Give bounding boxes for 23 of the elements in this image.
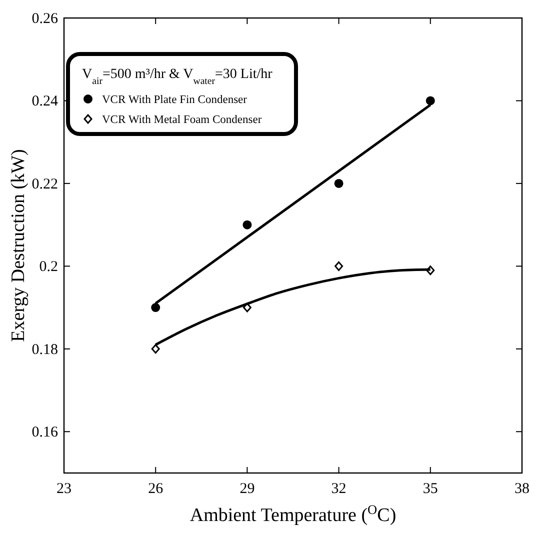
point <box>242 220 252 230</box>
point <box>151 303 160 312</box>
x-tick-label: 38 <box>514 481 530 497</box>
x-tick-label: 23 <box>56 481 72 497</box>
y-tick-label: 0.26 <box>32 11 58 27</box>
x-tick-label: 26 <box>148 481 164 497</box>
x-tick-label: 32 <box>331 481 346 497</box>
legend-label: VCR With Metal Foam Condenser <box>102 114 262 126</box>
y-tick-label: 0.22 <box>32 176 58 192</box>
x-tick-label: 35 <box>422 481 438 497</box>
point <box>426 96 435 106</box>
y-tick-label: 0.24 <box>32 94 58 110</box>
x-tick-label: 29 <box>240 481 255 497</box>
x-axis-title: Ambient Temperature ($^{O}$C) <box>190 502 396 526</box>
y-axis-title: Exergy Destruction (kW) <box>8 149 29 342</box>
point <box>151 344 160 354</box>
point <box>334 261 344 271</box>
y-tick-label: 0.18 <box>32 342 58 358</box>
y-tick-label: 0.2 <box>39 259 58 276</box>
legend-label: VCR With Plate Fin Condenser <box>102 94 248 106</box>
point <box>334 178 344 188</box>
y-tick-label: 0.16 <box>32 424 58 441</box>
legend-title: V$_{air}$=500 m³/hr & V$_{water}$=30 Lit/hr <box>82 67 273 86</box>
